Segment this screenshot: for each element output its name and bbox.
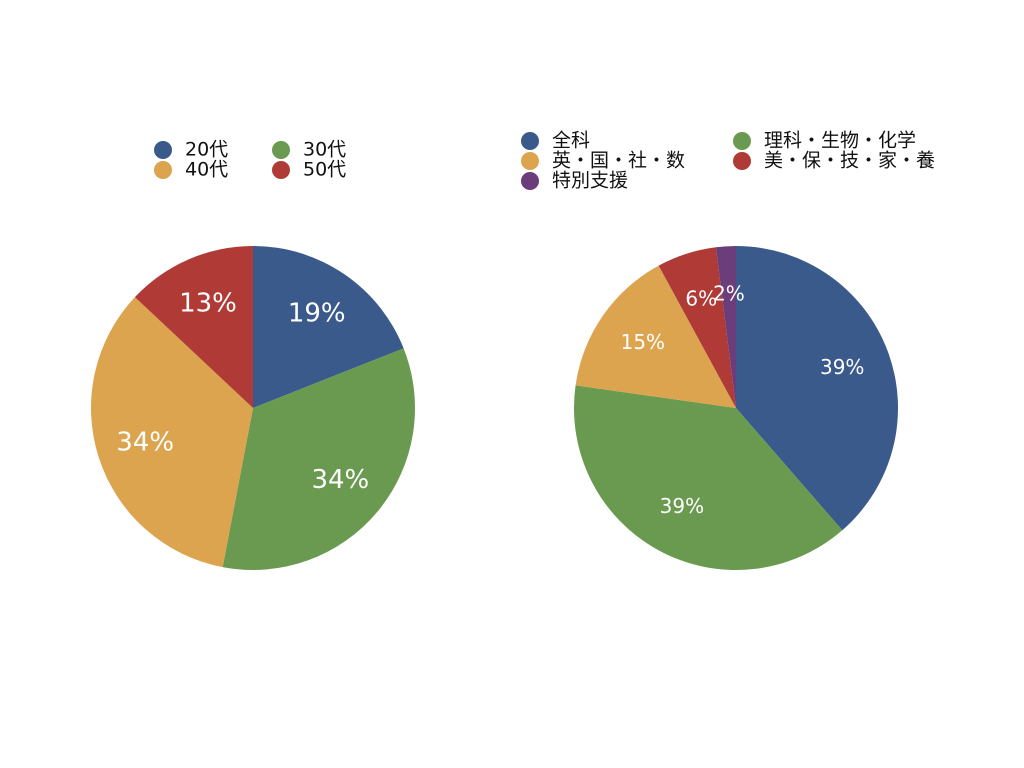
pie-slice [222,348,415,570]
pie-slice [574,385,843,570]
legend-marker [521,152,539,170]
legend-marker [733,132,751,150]
legend-label: 20代 [185,139,228,161]
legend-marker [272,161,290,179]
legend-marker [521,172,539,190]
data-label: 2% [713,281,745,305]
data-label: 6% [685,287,717,311]
legend-label: 40代 [185,159,228,181]
legend-label: 美・保・技・家・養 [764,150,935,172]
pie-slice [658,247,736,408]
data-label: 34% [311,465,369,495]
data-label: 39% [820,355,864,379]
data-label: 39% [660,494,704,518]
pie-slice [715,246,736,408]
data-label: 15% [621,330,665,354]
pie-slice [736,246,898,531]
legend-marker [154,161,172,179]
legend-label: 特別支援 [552,170,628,192]
legend-marker [521,132,539,150]
pie-slice [575,265,736,408]
pie-slice [90,297,253,568]
legend-label: 50代 [303,159,346,181]
legend-label: 英・国・社・数 [552,150,685,172]
pie-slice [134,246,253,408]
legend-label: 全科 [552,130,590,152]
data-label: 19% [288,299,346,329]
legend-marker [733,152,751,170]
legend-label: 30代 [303,139,346,161]
legend-marker [154,141,172,159]
legend-marker [272,141,290,159]
data-label: 34% [116,428,174,458]
pie-slice [253,246,404,408]
data-label: 13% [179,288,237,318]
legend-label: 理科・生物・化学 [764,130,916,152]
